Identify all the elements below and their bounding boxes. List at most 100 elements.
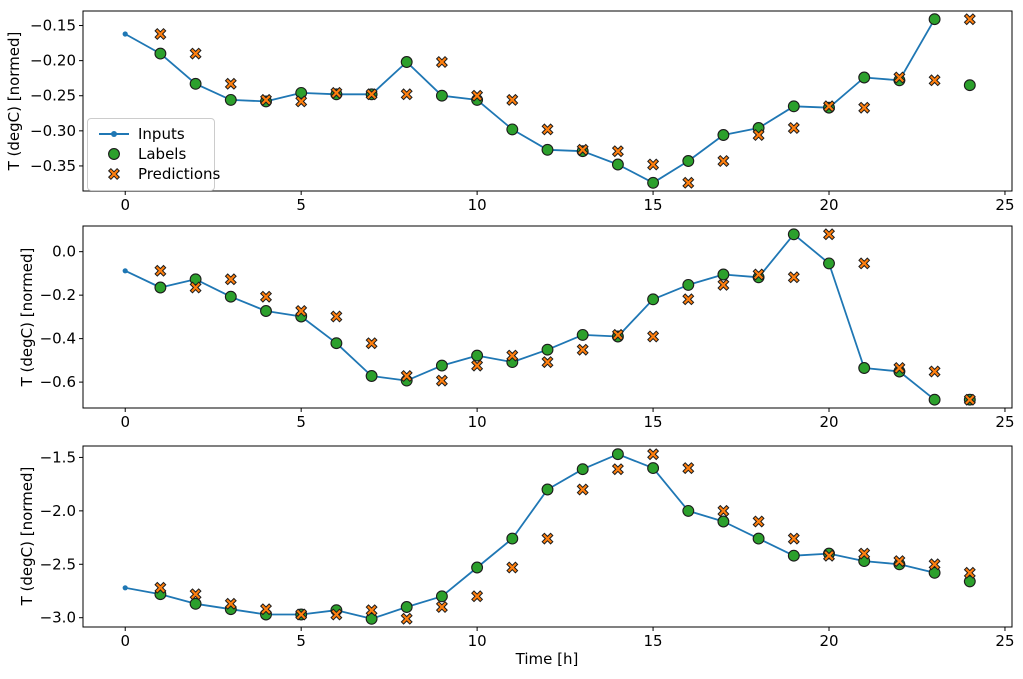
x-tick-label: 20	[819, 632, 838, 650]
labels-marker	[295, 86, 308, 99]
predictions-marker	[858, 101, 871, 114]
legend-label-predictions: Predictions	[138, 165, 221, 183]
labels-marker	[858, 71, 871, 84]
x-tick-label: 15	[644, 632, 663, 650]
predictions-marker	[541, 123, 554, 136]
predictions-marker	[365, 604, 378, 617]
labels-marker	[365, 370, 378, 382]
labels-marker	[541, 483, 554, 496]
x-tick-label: 5	[296, 196, 306, 214]
y-tick-label: −0.35	[30, 157, 76, 175]
predictions-marker	[611, 328, 624, 341]
labels-marker	[752, 532, 765, 545]
legend-item-labels: Labels	[96, 144, 206, 164]
predictions-marker	[893, 71, 906, 84]
y-tick-label: −0.25	[30, 87, 76, 105]
labels-marker	[435, 89, 448, 102]
inputs-dot	[122, 31, 128, 37]
labels-marker	[787, 549, 800, 562]
predictions-marker	[330, 608, 343, 621]
predictions-marker	[963, 566, 976, 579]
labels-marker	[435, 359, 448, 372]
labels-circle-icon	[96, 147, 132, 161]
y-axis-label-subplot-3: T (degC) [normed]	[18, 466, 36, 606]
labels-marker	[963, 79, 976, 92]
labels-marker	[787, 100, 800, 113]
predictions-marker	[435, 55, 448, 69]
labels-marker	[928, 393, 941, 406]
predictions-marker	[928, 74, 941, 87]
legend-item-inputs: Inputs	[96, 124, 206, 144]
series-labels	[154, 448, 976, 625]
predictions-marker	[435, 600, 448, 614]
predictions-marker	[435, 374, 448, 387]
predictions-marker	[787, 121, 800, 135]
predictions-marker	[189, 47, 202, 60]
axes-frame	[82, 10, 1013, 192]
y-tick-label: −0.15	[30, 17, 76, 35]
predictions-marker	[858, 257, 871, 270]
predictions-marker	[717, 278, 730, 291]
x-tick-label: 15	[644, 413, 663, 431]
x-tick-label: 0	[120, 196, 130, 214]
x-tick-label: 10	[468, 196, 487, 214]
labels-marker	[928, 13, 941, 26]
predictions-marker	[189, 588, 202, 601]
predictions-marker	[576, 483, 589, 496]
inputs-dot	[122, 585, 128, 591]
predictions-marker	[752, 128, 765, 142]
predictions-marker	[787, 271, 800, 284]
x-tick-label: 20	[819, 196, 838, 214]
predictions-marker	[506, 93, 519, 106]
predictions-marker	[717, 154, 730, 168]
labels-marker	[471, 349, 484, 362]
y-tick-label: −0.2	[40, 286, 76, 304]
predictions-marker	[295, 608, 308, 621]
predictions-marker	[365, 88, 378, 101]
predictions-marker	[576, 143, 589, 156]
predictions-marker	[752, 268, 765, 281]
predictions-marker	[224, 273, 237, 286]
inputs-dot	[122, 268, 128, 274]
predictions-marker	[647, 330, 660, 343]
y-tick-label: −0.4	[40, 330, 76, 348]
predictions-marker	[752, 515, 765, 528]
predictions-marker	[506, 349, 519, 362]
labels-marker	[717, 268, 730, 281]
predictions-marker	[893, 555, 906, 568]
labels-marker	[647, 293, 660, 306]
labels-marker	[647, 176, 660, 189]
inputs-line	[124, 18, 936, 184]
labels-marker	[541, 143, 554, 156]
labels-marker	[787, 228, 800, 241]
predictions-marker	[154, 581, 167, 594]
x-axis-label: Time [h]	[515, 650, 579, 668]
predictions-marker	[295, 304, 308, 318]
series-inputs	[122, 231, 938, 403]
predictions-marker	[541, 532, 554, 545]
labels-marker	[576, 328, 589, 341]
labels-marker	[189, 77, 202, 90]
predictions-marker	[858, 547, 871, 560]
labels-marker	[647, 462, 660, 475]
inputs-line	[125, 453, 935, 620]
labels-marker	[858, 362, 871, 374]
axes-frame	[82, 445, 1013, 628]
predictions-marker	[259, 290, 273, 303]
predictions-marker	[259, 93, 273, 106]
labels-marker	[506, 123, 519, 136]
predictions-marker	[224, 77, 237, 90]
series-inputs	[122, 451, 938, 622]
labels-marker	[189, 597, 202, 610]
predictions-marker	[963, 393, 976, 406]
labels-marker	[154, 47, 167, 60]
predictions-marker	[647, 158, 660, 171]
labels-marker	[823, 257, 835, 270]
y-tick-label: −0.6	[40, 373, 76, 391]
predictions-marker	[330, 86, 343, 99]
predictions-marker	[928, 558, 941, 571]
predictions-marker	[365, 337, 378, 350]
x-tick-label: 20	[819, 413, 838, 431]
